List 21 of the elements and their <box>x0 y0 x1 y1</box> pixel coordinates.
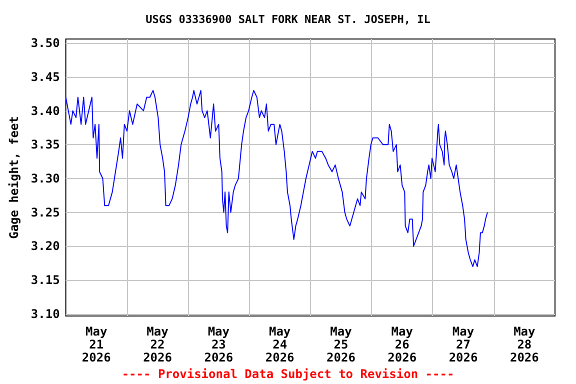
x-tick-label: May 27 2026 <box>448 324 478 364</box>
x-tick-label: May 26 2026 <box>388 324 417 364</box>
y-tick-label: 3.20 <box>30 239 60 254</box>
x-tick-label: May 23 2026 <box>204 324 234 364</box>
text: ---- Provisional Data Subject to Revision ---- <box>122 367 454 381</box>
y-tick-label: 3.50 <box>30 36 60 50</box>
line-series <box>65 90 488 268</box>
x-tick-label: May 25 2026 <box>326 324 356 364</box>
y-tick-label: 3.45 <box>30 70 60 84</box>
y-tick-label: 3.10 <box>30 306 60 321</box>
y-axis-title: Gage height, feet <box>7 116 21 239</box>
x-tick-label: May 22 2026 <box>143 324 172 364</box>
y-tick-label: 3.15 <box>30 273 60 288</box>
chart-title: USGS 03336900 SALT FORK NEAR ST. JOSEPH, IL <box>146 13 431 26</box>
y-tick-label: 3.25 <box>30 205 60 220</box>
y-tick-label: 3.35 <box>30 138 60 152</box>
y-tick-label: 3.40 <box>30 104 60 118</box>
x-tick-label: May 21 2026 <box>82 324 111 364</box>
y-tick-label: 3.30 <box>30 172 60 186</box>
x-tick-label: May 28 2026 <box>510 324 539 364</box>
x-tick-label: May 24 2026 <box>265 324 294 364</box>
